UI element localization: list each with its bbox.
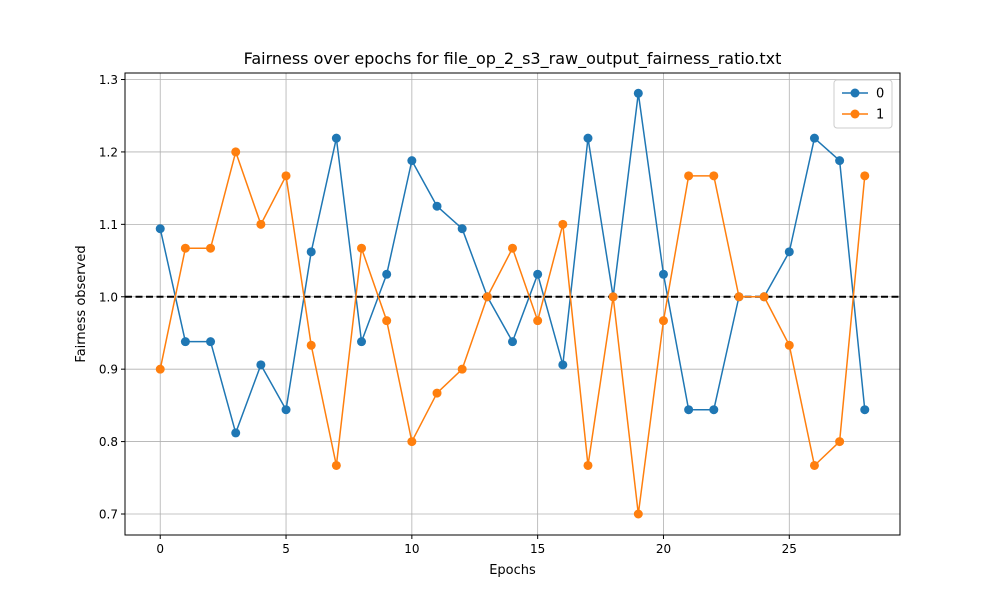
y-tick-label: 0.8: [99, 435, 118, 449]
data-point: [306, 247, 316, 257]
data-point: [784, 247, 794, 257]
data-point: [860, 405, 870, 415]
legend-label: 1: [876, 108, 884, 123]
data-point: [256, 360, 266, 370]
data-point: [457, 224, 467, 234]
legend-label: 0: [876, 87, 884, 102]
data-point: [206, 337, 216, 347]
data-point: [206, 243, 216, 253]
y-tick-label: 1.1: [99, 218, 118, 232]
x-tick-label: 25: [782, 542, 797, 556]
data-point: [583, 133, 593, 143]
data-point: [633, 88, 643, 98]
data-point: [684, 171, 694, 181]
y-tick-label: 1.0: [99, 290, 118, 304]
series-layer: [155, 88, 870, 519]
y-tick-label: 0.9: [99, 363, 118, 377]
data-point: [608, 292, 618, 302]
data-point: [558, 219, 568, 229]
data-point: [558, 360, 568, 370]
data-point: [482, 292, 492, 302]
legend-item: 1: [842, 108, 884, 123]
data-point: [658, 269, 668, 279]
x-tick-label: 15: [530, 542, 545, 556]
data-point: [835, 156, 845, 166]
data-point: [709, 405, 719, 415]
data-point: [508, 243, 517, 253]
data-point: [432, 388, 442, 398]
x-tick-label: 0: [156, 542, 164, 556]
legend-swatch-marker: [850, 109, 860, 119]
data-point: [231, 428, 241, 438]
data-point: [407, 437, 417, 447]
y-axis-label: Fairness observed: [74, 245, 89, 362]
data-point: [633, 509, 643, 519]
data-point: [784, 340, 794, 350]
data-point: [809, 133, 819, 143]
data-point: [734, 292, 744, 302]
data-point: [231, 147, 241, 157]
data-point: [256, 219, 266, 229]
data-point: [533, 316, 543, 326]
chart-title: Fairness over epochs for file_op_2_s3_ra…: [244, 49, 782, 69]
data-point: [357, 243, 367, 253]
data-point: [658, 316, 668, 326]
data-point: [809, 460, 819, 470]
y-tick-label: 1.3: [99, 73, 118, 87]
data-point: [180, 243, 190, 253]
data-point: [357, 337, 367, 347]
data-point: [281, 405, 291, 415]
x-tick-label: 5: [282, 542, 290, 556]
data-point: [508, 337, 517, 347]
axis-ticks: 0 5 10 15 20 25 0.7 0.8 0.9 1.0 1.1 1.2 1.3: [99, 73, 797, 556]
x-axis-label: Epochs: [489, 563, 536, 578]
data-point: [306, 340, 316, 350]
data-point: [155, 364, 165, 374]
data-point: [709, 171, 719, 181]
y-tick-label: 1.2: [99, 145, 118, 159]
data-point: [860, 171, 870, 181]
data-point: [407, 156, 417, 166]
data-point: [835, 437, 845, 447]
data-point: [331, 460, 341, 470]
data-point: [382, 269, 392, 279]
data-point: [180, 337, 190, 347]
x-tick-label: 20: [656, 542, 671, 556]
legend-item: 0: [842, 87, 884, 102]
data-point: [331, 133, 341, 143]
data-point: [457, 364, 467, 374]
legend-box: [833, 79, 893, 129]
data-point: [432, 201, 442, 211]
data-point: [382, 316, 392, 326]
data-point: [533, 269, 543, 279]
data-point: [759, 292, 769, 302]
data-point: [684, 405, 694, 415]
series-1: [155, 147, 870, 519]
legend: 01: [833, 79, 893, 129]
data-point: [281, 171, 291, 181]
y-tick-label: 0.7: [99, 508, 118, 522]
data-point: [155, 224, 165, 234]
legend-swatch-marker: [850, 88, 860, 98]
x-tick-label: 10: [404, 542, 419, 556]
plot-frame: [124, 72, 901, 536]
data-point: [583, 460, 593, 470]
